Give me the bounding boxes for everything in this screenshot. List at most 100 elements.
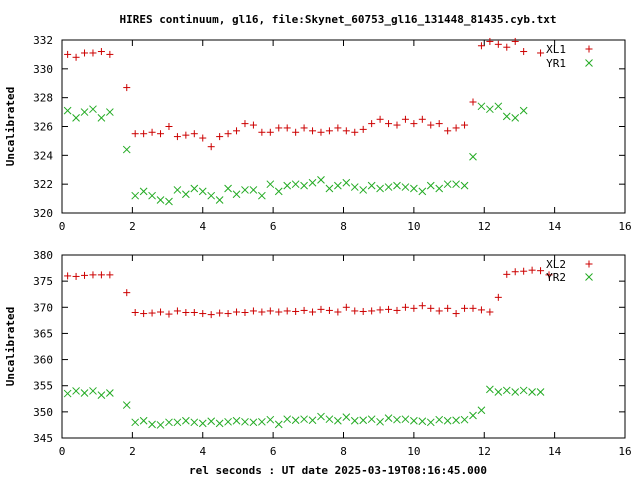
data-point [199, 134, 207, 142]
data-point [241, 120, 249, 128]
chart-title: HIRES continuum, gl16, file:Skynet_60753… [119, 13, 556, 26]
data-point [131, 130, 139, 138]
data-point [97, 271, 105, 279]
data-point-d2 [72, 387, 80, 395]
data-point-d2 [502, 112, 511, 121]
data-point-d2 [80, 108, 89, 116]
data-point-d2 [156, 421, 165, 429]
data-point [215, 419, 224, 428]
data-point [494, 293, 502, 301]
data-point [469, 98, 477, 106]
data-point-d2 [443, 416, 452, 425]
data-point [182, 190, 190, 199]
data-point-d2 [300, 415, 308, 424]
data-point [427, 121, 435, 129]
data-point [418, 187, 427, 196]
data-point [401, 415, 410, 424]
data-point [503, 270, 511, 278]
data-point-d2 [106, 389, 114, 397]
data-point [148, 420, 156, 429]
data-point [249, 418, 258, 427]
data-point [494, 388, 503, 396]
data-point [207, 191, 216, 200]
data-point [165, 418, 173, 427]
data-point [359, 125, 367, 133]
data-point [410, 304, 418, 312]
data-point-d2 [266, 415, 275, 424]
data-point-d2 [106, 108, 114, 116]
data-point [410, 416, 418, 425]
data-point [140, 130, 148, 138]
data-point-d2 [443, 180, 452, 189]
data-point [80, 108, 89, 116]
data-point-d2 [519, 106, 528, 115]
data-point [106, 108, 114, 116]
data-point [275, 308, 283, 316]
data-point [435, 184, 444, 193]
data-point [426, 181, 435, 190]
x-tick-label: 6 [270, 445, 277, 458]
data-point [477, 306, 485, 314]
data-point [249, 307, 257, 315]
data-point [385, 305, 393, 313]
data-point [334, 416, 342, 425]
data-point [401, 183, 410, 191]
plot-frame [61, 39, 626, 214]
y-axis-label: Uncalibrated [4, 307, 17, 386]
data-point [139, 187, 148, 196]
data-point [140, 310, 148, 318]
data-point-d2 [258, 417, 266, 426]
data-point [520, 267, 528, 275]
data-point [367, 181, 376, 190]
data-point [89, 271, 97, 279]
data-point [477, 406, 486, 415]
data-point [232, 190, 241, 199]
data-point [342, 413, 351, 421]
data-point-d2 [342, 413, 351, 421]
data-point [241, 309, 249, 317]
data-point-d2 [232, 416, 241, 425]
data-point [351, 307, 359, 315]
data-point [275, 124, 283, 132]
data-point-d2 [342, 178, 351, 187]
data-point [426, 418, 435, 427]
y-tick-label: 345 [33, 432, 53, 445]
data-point [511, 388, 520, 396]
x-tick-label: 12 [478, 220, 491, 233]
data-point [367, 415, 376, 424]
data-point [249, 121, 257, 129]
data-point [122, 145, 131, 154]
data-point [334, 124, 342, 132]
data-point-d2 [334, 416, 342, 425]
x-tick-label: 4 [199, 220, 206, 233]
data-point [224, 184, 232, 193]
data-point-d2 [139, 416, 148, 425]
data-point-d2 [139, 187, 148, 196]
data-point-d2 [274, 420, 283, 429]
data-point [157, 308, 165, 316]
data-point [216, 309, 224, 317]
y-tick-label: 328 [33, 92, 53, 105]
data-point [72, 387, 80, 395]
data-point-d2 [173, 186, 182, 194]
data-point [232, 416, 241, 425]
legend-label: YR1 [546, 57, 566, 70]
data-point [325, 127, 333, 135]
x-tick-label: 16 [618, 445, 631, 458]
data-point [106, 389, 114, 397]
data-point-d2 [89, 105, 97, 114]
top-plot: 0 2 4 6 8 10 12 14 16 320 322 324 326 328 330 332 Uncali… [4, 34, 632, 233]
data-point-d2 [283, 181, 292, 190]
data-point [385, 120, 393, 128]
data-point [165, 197, 173, 206]
data-point [469, 152, 477, 161]
data-point [376, 115, 384, 123]
data-point-d2 [241, 186, 249, 194]
data-point-d2 [300, 181, 308, 190]
x-tick-label: 0 [59, 220, 66, 233]
legend-marker [585, 45, 593, 53]
data-point [477, 102, 486, 111]
data-point-d2 [376, 417, 384, 426]
data-point [266, 180, 275, 189]
y-tick-label: 330 [33, 63, 53, 76]
